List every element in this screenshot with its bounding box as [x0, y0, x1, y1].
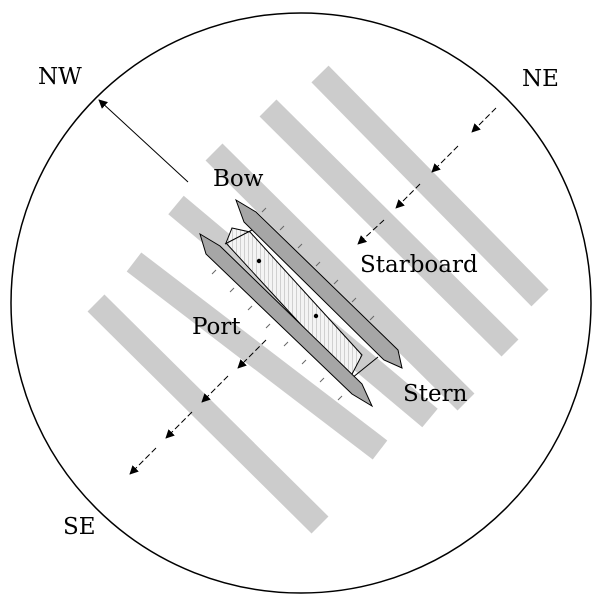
swell-bands	[87, 65, 549, 534]
incoming-swell-arrows	[357, 107, 497, 245]
swell-arrow	[201, 375, 229, 403]
stern-beam	[351, 356, 379, 379]
compass-circle	[10, 12, 592, 594]
swell-band	[126, 252, 388, 460]
outgoing-swell-arrows	[129, 339, 267, 475]
swell-arrow	[129, 447, 157, 475]
swell-arrow	[471, 107, 497, 133]
label-bow: Bow	[213, 166, 264, 192]
swell-arrow	[165, 411, 193, 439]
pontoon-ticks	[211, 207, 375, 401]
reference-point	[256, 258, 262, 264]
label-port: Port	[192, 314, 241, 340]
swell-band	[205, 143, 475, 411]
label-starboard: Starboard	[360, 252, 478, 278]
starboard-pontoon	[235, 198, 403, 369]
swell-band	[87, 294, 329, 534]
label-ne: NE	[522, 66, 559, 92]
label-stern: Stern	[403, 381, 468, 407]
bow-beam	[224, 229, 253, 245]
swell-band	[311, 65, 549, 307]
swell-band	[259, 99, 519, 357]
label-nw: NW	[38, 64, 82, 90]
swell-arrow	[395, 183, 421, 209]
port-pontoon	[199, 232, 374, 408]
swell-arrow	[431, 145, 459, 173]
reference-point	[313, 313, 319, 319]
swell-arrow	[237, 339, 267, 369]
vessel	[199, 198, 403, 408]
label-se: SE	[63, 514, 96, 540]
swell-arrow	[357, 219, 385, 245]
deck-area	[225, 227, 363, 379]
heading-arrow	[98, 99, 189, 183]
